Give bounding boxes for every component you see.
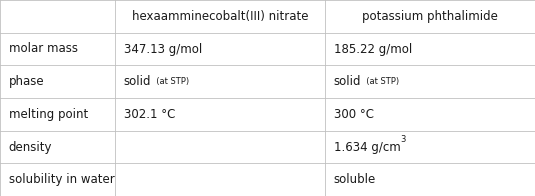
Text: molar mass: molar mass [9,43,78,55]
Text: solubility in water: solubility in water [9,173,114,186]
Text: 185.22 g/mol: 185.22 g/mol [334,43,412,55]
Text: 300 °C: 300 °C [334,108,374,121]
Text: solid: solid [334,75,361,88]
Text: solid: solid [124,75,151,88]
Text: 3: 3 [401,135,406,144]
Text: 1.634 g/cm: 1.634 g/cm [334,141,401,153]
Text: soluble: soluble [334,173,376,186]
Text: hexaamminecobalt(III) nitrate: hexaamminecobalt(III) nitrate [132,10,308,23]
Text: phase: phase [9,75,44,88]
Text: 347.13 g/mol: 347.13 g/mol [124,43,202,55]
Text: potassium phthalimide: potassium phthalimide [362,10,498,23]
Text: 302.1 °C: 302.1 °C [124,108,175,121]
Text: melting point: melting point [9,108,88,121]
Text: (at STP): (at STP) [361,77,400,86]
Text: (at STP): (at STP) [151,77,189,86]
Text: density: density [9,141,52,153]
